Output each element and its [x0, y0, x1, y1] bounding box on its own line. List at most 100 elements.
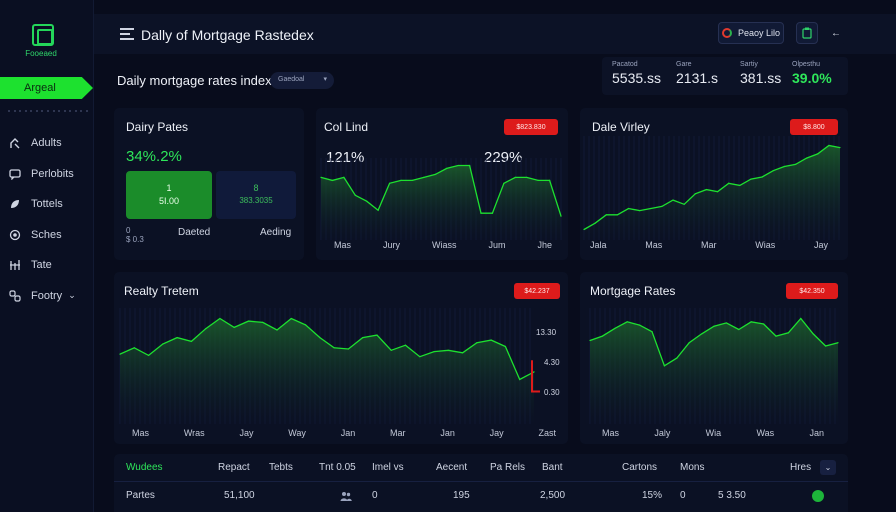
rate-box-primary[interactable]: 1 5I.00	[126, 171, 212, 219]
series-area	[590, 318, 838, 424]
data-point	[320, 176, 322, 178]
data-point	[672, 199, 674, 201]
data-point	[462, 352, 464, 354]
y-tick: 13.30	[536, 328, 557, 337]
data-point	[688, 342, 690, 344]
mortgage-chart	[589, 308, 839, 424]
data-point	[605, 214, 607, 216]
leaf-icon	[8, 197, 22, 211]
stat-label: Sartiy	[740, 61, 758, 68]
data-point	[713, 325, 715, 327]
data-point	[404, 344, 407, 346]
column-header[interactable]: Mons	[680, 462, 705, 473]
data-point	[262, 321, 264, 323]
data-point	[331, 179, 334, 181]
stat-label: Gare	[676, 61, 692, 68]
sidebar-item-footry[interactable]: Footry ⌄	[8, 281, 94, 312]
data-point	[817, 153, 819, 155]
sidebar-item-adults[interactable]: Adults	[8, 128, 94, 159]
column-header[interactable]: Imel vs	[372, 462, 404, 473]
data-point	[503, 182, 505, 184]
data-point	[423, 176, 425, 178]
data-point	[333, 347, 335, 349]
data-point	[583, 228, 585, 231]
data-point	[750, 321, 752, 323]
data-point	[491, 212, 494, 214]
rate-box-secondary[interactable]: 8 383.3035	[216, 171, 296, 219]
table-cell: 15%	[642, 490, 663, 501]
card-title: Realty Tretem	[124, 284, 199, 298]
data-point	[468, 164, 471, 167]
data-point	[504, 345, 507, 348]
stat-olpesthu: Olpesthu 39.0%	[792, 61, 832, 86]
column-header[interactable]: Tnt 0.05	[319, 462, 356, 473]
data-point	[400, 179, 402, 181]
data-point	[705, 188, 708, 191]
column-header[interactable]: Tebts	[269, 462, 293, 473]
data-point	[763, 323, 765, 325]
sidebar-item-sches[interactable]: Sches	[8, 220, 94, 251]
data-point	[362, 337, 364, 339]
profile-button[interactable]: Peaoy Lilo	[718, 22, 784, 44]
sidebar-item-tate[interactable]: Tate	[8, 250, 94, 281]
column-header[interactable]: Pa Rels	[490, 462, 526, 473]
column-header[interactable]: Hres	[790, 462, 812, 473]
stat-value: 5535.ss	[612, 70, 662, 86]
column-header[interactable]: Bant	[542, 462, 563, 473]
rate-foot-right: Aeding	[260, 227, 292, 238]
rate-box-bottom: 383.3035	[239, 196, 273, 205]
back-button[interactable]: ←	[826, 22, 846, 44]
period-select[interactable]: Gaedoal ▾	[270, 72, 334, 89]
page-title: Dally of Mortgage Rastedex	[141, 27, 314, 43]
rate-foot-mid: Daeted	[178, 227, 211, 238]
realty-tretem-card: Realty Tretem $42.237 13.30 4.30 0.30 Ma…	[114, 272, 568, 444]
globe-icon	[8, 228, 22, 242]
chevron-down-icon: ▾	[323, 76, 327, 83]
status-badge: $42.237	[514, 283, 560, 299]
data-point	[247, 320, 250, 322]
data-point	[806, 157, 808, 159]
data-point	[411, 179, 414, 181]
data-point	[480, 212, 482, 214]
series-area	[584, 145, 840, 240]
sidebar-item-perlobits[interactable]: Perlobits	[8, 159, 94, 190]
series-area	[120, 318, 534, 424]
column-header[interactable]: Aecent	[436, 462, 468, 473]
sidebar-item-active[interactable]: Argeal	[0, 77, 93, 99]
column-header[interactable]: Repact	[218, 462, 250, 473]
data-point	[812, 333, 814, 335]
x-tick: Mar	[701, 240, 717, 250]
alert-marker	[531, 360, 540, 393]
data-point	[233, 326, 235, 329]
data-point	[775, 335, 777, 337]
chevron-down-icon[interactable]: ⌄	[820, 460, 836, 475]
data-table: Wudees Repact Tebts Tnt 0.05 Imel vs Aec…	[114, 454, 848, 512]
period-select-value: Gaedoal	[278, 76, 305, 83]
data-point	[725, 322, 727, 324]
clipboard-button[interactable]	[796, 22, 818, 44]
stat-label: Pacatod	[612, 61, 638, 68]
rate-box-top: 1	[166, 183, 172, 193]
status-badge: $8.800	[790, 119, 838, 135]
data-point	[694, 193, 696, 195]
data-point	[661, 205, 663, 207]
x-tick: Wia	[705, 428, 722, 438]
x-tick: Jan	[809, 428, 824, 438]
data-point	[676, 357, 678, 359]
data-point	[728, 182, 730, 184]
stat-sartiy: Sartiy 381.ss	[740, 61, 781, 86]
column-header[interactable]: Cartons	[622, 462, 658, 473]
divider	[114, 481, 848, 482]
data-point	[663, 365, 665, 367]
sidebar-item-tottels[interactable]: Tottels	[8, 189, 94, 220]
column-header[interactable]: Wudees	[126, 462, 163, 473]
x-tick: Jaly	[654, 428, 671, 438]
status-badge: $42.350	[786, 283, 838, 299]
menu-icon[interactable]	[120, 28, 134, 40]
x-tick: Mas	[132, 428, 150, 438]
dale-virley-chart	[583, 136, 841, 240]
data-point	[377, 209, 379, 211]
data-point	[434, 173, 436, 175]
series-line	[583, 144, 841, 231]
data-point	[650, 207, 652, 210]
